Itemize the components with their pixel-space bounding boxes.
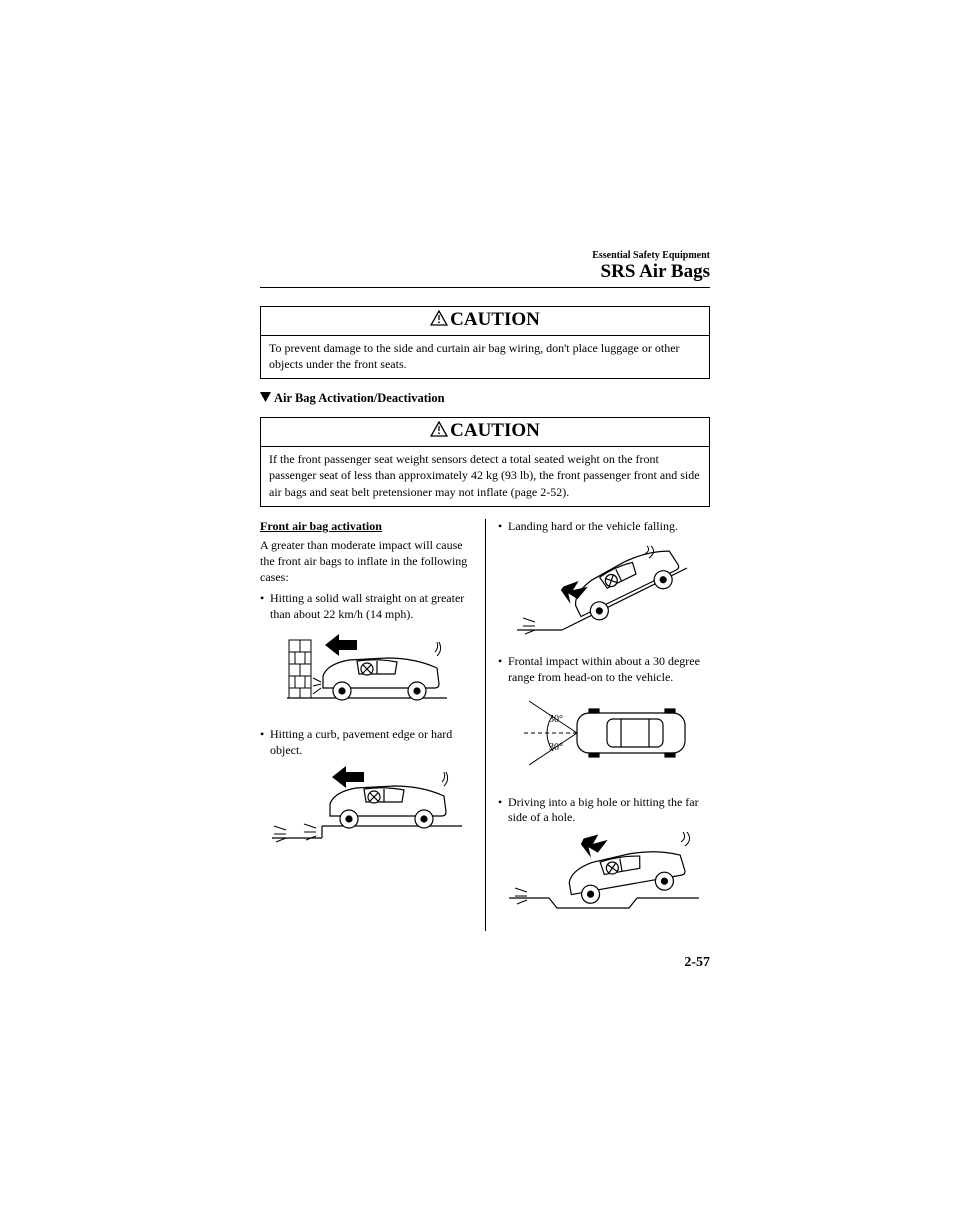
bullet-dot-icon: •	[498, 654, 508, 685]
right-bullet-3-text: Driving into a big hole or hitting the f…	[508, 795, 710, 826]
left-bullet-1-text: Hitting a solid wall straight on at grea…	[270, 591, 473, 622]
warning-triangle-icon	[430, 421, 448, 443]
caution-heading-2: CAUTION	[261, 418, 709, 447]
right-bullet-1-text: Landing hard or the vehicle falling.	[508, 519, 710, 535]
caution-label-1: CAUTION	[450, 309, 540, 330]
figure-wall-impact	[260, 628, 473, 713]
right-column: • Landing hard or the vehicle falling.	[485, 519, 710, 931]
left-bullet-1: • Hitting a solid wall straight on at gr…	[260, 591, 473, 622]
down-triangle-icon	[260, 392, 271, 407]
figure-hole-impact	[498, 832, 710, 917]
caution-text-2: If the front passenger seat weight senso…	[261, 447, 709, 506]
left-subtitle: Front air bag activation	[260, 519, 473, 535]
bullet-dot-icon: •	[260, 591, 270, 622]
right-bullet-3: • Driving into a big hole or hitting the…	[498, 795, 710, 826]
caution-box-2: CAUTION If the front passenger seat weig…	[260, 417, 710, 507]
figure-curb-impact	[260, 764, 473, 854]
page-content: Essential Safety Equipment SRS Air Bags …	[260, 250, 710, 931]
figure-vehicle-falling	[498, 540, 710, 640]
content-columns: Front air bag activation A greater than …	[260, 519, 710, 931]
left-bullet-2: • Hitting a curb, pavement edge or hard …	[260, 727, 473, 758]
right-bullet-2-text: Frontal impact within about a 30 degree …	[508, 654, 710, 685]
bullet-dot-icon: •	[498, 519, 508, 535]
caution-heading-1: CAUTION	[261, 307, 709, 336]
caution-box-1: CAUTION To prevent damage to the side an…	[260, 306, 710, 379]
caution-label-2: CAUTION	[450, 420, 540, 441]
bullet-dot-icon: •	[260, 727, 270, 758]
caution-text-1: To prevent damage to the side and curtai…	[261, 336, 709, 378]
subheading: Air Bag Activation/Deactivation	[260, 391, 710, 407]
page-number: 2-57	[684, 955, 710, 971]
subheading-text: Air Bag Activation/Deactivation	[274, 391, 445, 405]
left-column: Front air bag activation A greater than …	[260, 519, 485, 931]
figure-frontal-angle: 30° 30°	[498, 691, 710, 781]
angle-bottom-label: 30°	[549, 742, 563, 753]
left-bullet-2-text: Hitting a curb, pavement edge or hard ob…	[270, 727, 473, 758]
angle-top-label: 30°	[549, 714, 563, 725]
bullet-dot-icon: •	[498, 795, 508, 826]
warning-triangle-icon	[430, 310, 448, 332]
right-bullet-1: • Landing hard or the vehicle falling.	[498, 519, 710, 535]
page-header: Essential Safety Equipment SRS Air Bags	[260, 250, 710, 288]
section-title: SRS Air Bags	[260, 262, 710, 283]
right-bullet-2: • Frontal impact within about a 30 degre…	[498, 654, 710, 685]
left-intro: A greater than moderate impact will caus…	[260, 538, 473, 585]
